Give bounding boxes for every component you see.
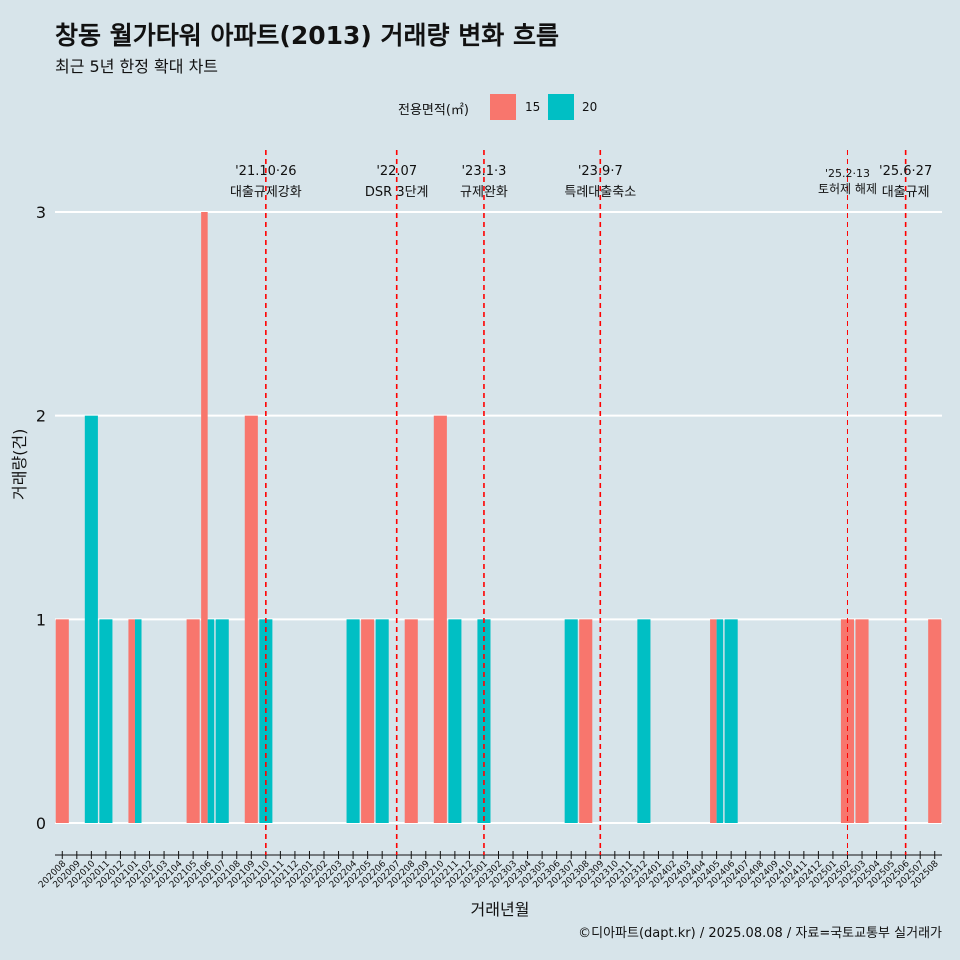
- bar: [84, 415, 98, 823]
- bar: [207, 619, 215, 823]
- bar: [375, 619, 389, 823]
- bar: [134, 619, 142, 823]
- bar: [201, 212, 208, 823]
- event-date-label: '23.9·7: [578, 164, 623, 179]
- bar: [448, 619, 462, 823]
- bar: [724, 619, 738, 823]
- y-tick-label: 1: [36, 610, 46, 629]
- event-name-label: 대출규제강화: [230, 185, 302, 200]
- bar: [361, 619, 375, 823]
- bar: [710, 619, 717, 823]
- bar: [215, 619, 229, 823]
- event-name-label: 대출규제: [882, 185, 930, 200]
- y-tick-label: 0: [36, 814, 46, 833]
- bar: [433, 415, 447, 823]
- legend-title: 전용면적(㎡): [398, 103, 469, 118]
- event-date-label: '23.1·3: [461, 164, 506, 179]
- event-name-label: 토허제 해제: [818, 182, 877, 196]
- legend-label-15: 15: [525, 100, 541, 114]
- legend: 전용면적(㎡) 15 20: [0, 93, 960, 121]
- bar: [579, 619, 593, 823]
- event-name-label: DSR 3단계: [365, 185, 429, 200]
- bar: [346, 619, 360, 823]
- caption: ©디아파트(dapt.kr) / 2025.08.08 / 자료=국토교통부 실…: [578, 926, 942, 941]
- bar: [716, 619, 724, 823]
- chart-title: 창동 월가타워 아파트(2013) 거래량 변화 흐름: [55, 21, 559, 50]
- event-date-label: '25.2·13: [825, 167, 870, 180]
- bar: [55, 619, 69, 823]
- y-tick-label: 3: [36, 203, 46, 222]
- bar: [128, 619, 135, 823]
- event-name-label: 특례대출축소: [564, 185, 636, 200]
- y-tick-label: 2: [36, 407, 46, 426]
- legend-label-20: 20: [582, 100, 598, 114]
- event-name-label: 규제완화: [460, 185, 508, 200]
- bar: [855, 619, 869, 823]
- legend-swatch-15: [490, 94, 516, 120]
- bar: [928, 619, 942, 823]
- bar: [99, 619, 113, 823]
- bar: [637, 619, 651, 823]
- bar: [244, 415, 258, 823]
- event-date-label: '22.07: [376, 164, 417, 179]
- bar: [186, 619, 200, 823]
- chart-subtitle: 최근 5년 한정 확대 차트: [55, 57, 219, 76]
- x-axis-title: 거래년월: [470, 900, 530, 919]
- legend-swatch-20: [548, 94, 574, 120]
- bar: [564, 619, 578, 823]
- y-axis-title: 거래량(건): [10, 428, 29, 500]
- event-date-label: '25.6·27: [879, 164, 932, 179]
- event-date-label: '21.10·26: [235, 164, 296, 179]
- bar: [404, 619, 418, 823]
